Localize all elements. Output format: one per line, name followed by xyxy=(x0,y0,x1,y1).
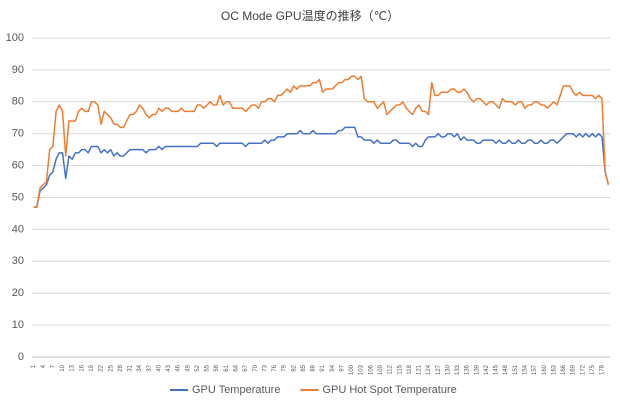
y-tick-label: 0 xyxy=(18,351,24,363)
x-tick-label: 100 xyxy=(349,364,355,375)
x-tick-label: 10 xyxy=(60,364,66,371)
x-tick-label: 46 xyxy=(176,364,182,371)
x-tick-label: 142 xyxy=(484,364,490,375)
x-tick-label: 88 xyxy=(311,364,317,371)
x-tick-label: 16 xyxy=(79,364,85,371)
x-tick-label: 139 xyxy=(474,364,480,375)
x-tick-label: 157 xyxy=(532,364,538,375)
x-tick-label: 178 xyxy=(600,364,606,375)
x-tick-label: 151 xyxy=(513,364,519,375)
x-tick-label: 166 xyxy=(561,364,567,375)
x-tick-label: 49 xyxy=(185,364,191,371)
x-tick-label: 22 xyxy=(99,364,105,371)
x-tick-label: 148 xyxy=(503,364,509,375)
x-tick-label: 121 xyxy=(417,364,423,375)
x-tick-label: 91 xyxy=(320,364,326,371)
x-tick-label: 7 xyxy=(50,364,56,368)
x-tick-label: 145 xyxy=(494,364,500,375)
x-tick-label: 76 xyxy=(272,364,278,371)
x-tick-label: 172 xyxy=(580,364,586,375)
x-tick-label: 40 xyxy=(156,364,162,371)
x-tick-label: 85 xyxy=(301,364,307,371)
x-tick-label: 97 xyxy=(339,364,345,371)
x-tick-label: 160 xyxy=(542,364,548,375)
x-tick-label: 55 xyxy=(205,364,211,371)
x-tick-label: 1 xyxy=(31,364,37,368)
x-tick-label: 52 xyxy=(195,364,201,371)
y-tick-label: 70 xyxy=(12,128,24,140)
x-tick-label: 175 xyxy=(590,364,596,375)
y-tick-label: 30 xyxy=(12,255,24,267)
x-tick-label: 4 xyxy=(41,364,47,368)
x-tick-label: 136 xyxy=(465,364,471,375)
x-tick-label: 127 xyxy=(436,364,442,375)
legend-label: GPU Hot Spot Temperature xyxy=(322,384,456,396)
x-tick-label: 25 xyxy=(108,364,114,371)
x-tick-label: 82 xyxy=(291,364,297,371)
y-tick-label: 100 xyxy=(6,32,24,44)
x-tick-label: 163 xyxy=(551,364,557,375)
series-line xyxy=(33,75,610,208)
y-tick-label: 20 xyxy=(12,287,24,299)
x-tick-label: 34 xyxy=(137,364,143,371)
x-tick-label: 61 xyxy=(224,364,230,371)
x-tick-label: 106 xyxy=(368,364,374,375)
x-tick-label: 64 xyxy=(233,364,239,371)
legend-label: GPU Temperature xyxy=(192,384,280,396)
x-tick-label: 70 xyxy=(253,364,259,371)
x-tick-label: 73 xyxy=(262,364,268,371)
x-tick-label: 109 xyxy=(378,364,384,375)
x-tick-label: 154 xyxy=(522,364,528,375)
y-tick-label: 40 xyxy=(12,223,24,235)
x-tick-label: 58 xyxy=(214,364,220,371)
x-tick-label: 124 xyxy=(426,364,432,375)
y-tick-label: 80 xyxy=(12,96,24,108)
x-tick-label: 31 xyxy=(128,364,134,371)
x-tick-label: 112 xyxy=(388,364,394,374)
x-tick-label: 67 xyxy=(243,364,249,371)
x-tick-label: 37 xyxy=(147,364,153,371)
chart-title: OC Mode GPU温度の推移（℃） xyxy=(221,8,399,23)
x-tick-label: 133 xyxy=(455,364,461,375)
x-tick-label: 94 xyxy=(330,364,336,371)
x-tick-label: 130 xyxy=(445,364,451,375)
x-tick-label: 28 xyxy=(118,364,124,371)
y-tick-label: 60 xyxy=(12,160,24,172)
x-tick-label: 19 xyxy=(89,364,95,371)
x-tick-label: 118 xyxy=(407,364,413,374)
series-line xyxy=(33,126,610,208)
y-tick-label: 10 xyxy=(12,319,24,331)
x-tick-label: 13 xyxy=(70,364,76,371)
y-tick-label: 50 xyxy=(12,191,24,203)
x-tick-label: 103 xyxy=(359,364,365,375)
x-tick-label: 115 xyxy=(397,364,403,374)
x-tick-label: 79 xyxy=(282,364,288,371)
x-tick-label: 169 xyxy=(571,364,577,375)
y-tick-label: 90 xyxy=(12,64,24,76)
x-tick-label: 43 xyxy=(166,364,172,371)
